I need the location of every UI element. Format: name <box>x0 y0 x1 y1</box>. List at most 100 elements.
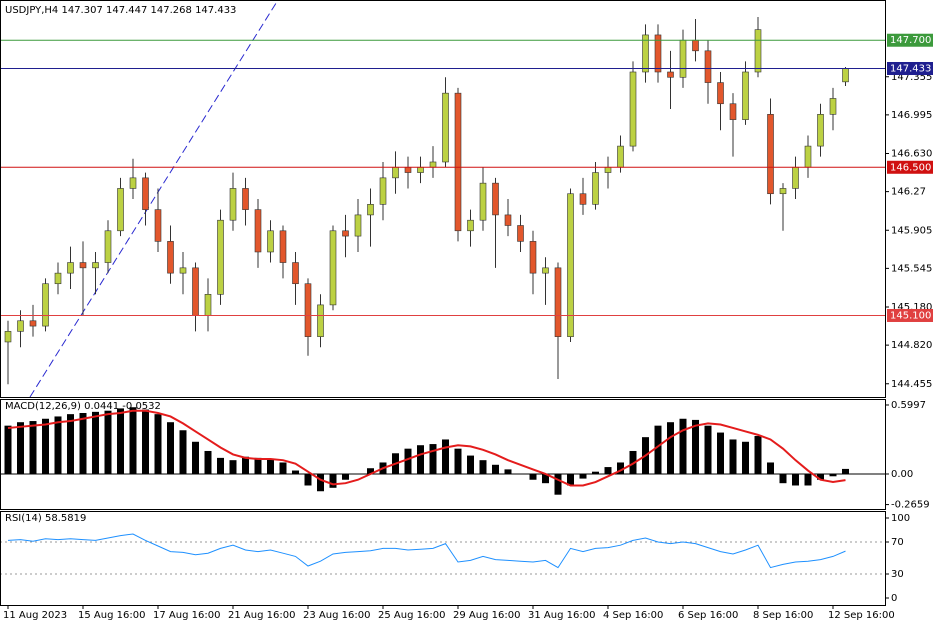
macd-bar <box>454 448 462 474</box>
candle-body <box>717 82 724 105</box>
macd-bar <box>117 408 124 474</box>
y-tick-label: 0 <box>891 593 897 604</box>
macd-bar <box>217 457 224 474</box>
macd-bar <box>279 462 287 474</box>
macd-bar <box>92 411 99 474</box>
price-level-label: 147.700 <box>890 35 931 46</box>
macd-bar <box>442 439 449 474</box>
y-tick-label: 145.545 <box>891 263 932 274</box>
price-level-box <box>887 308 933 322</box>
macd-bar <box>142 409 149 474</box>
macd-bar <box>167 422 174 474</box>
x-tick-label: 17 Aug 16:00 <box>153 610 220 621</box>
price-level-label: 146.500 <box>890 162 931 173</box>
trend-line <box>29 0 279 398</box>
x-tick-label: 11 Aug 2023 <box>3 610 67 621</box>
macd-bar <box>229 460 237 474</box>
y-tick-label: 144.820 <box>891 340 932 351</box>
candle-body <box>767 114 774 195</box>
macd-bar <box>529 473 537 480</box>
candle-body <box>504 214 512 226</box>
macd-panel-frame <box>0 399 886 510</box>
macd-bar <box>517 473 524 475</box>
macd-bar <box>717 432 724 474</box>
candle-body <box>642 34 649 73</box>
macd-bar <box>754 436 762 474</box>
macd-title: MACD(12,26,9) 0.0441 -0.0532 <box>5 401 161 412</box>
candle-body <box>542 267 549 274</box>
macd-bar <box>479 460 487 474</box>
candle-body <box>4 331 12 343</box>
candle-body <box>804 145 812 168</box>
macd-bar <box>792 473 799 486</box>
candle-body <box>729 103 737 120</box>
y-tick-label: 30 <box>891 569 904 580</box>
signal-line <box>7 409 846 487</box>
macd-bar <box>29 421 37 474</box>
candle-body <box>117 188 124 232</box>
x-tick-label: 21 Aug 16:00 <box>228 610 295 621</box>
candle-body <box>354 214 362 237</box>
macd-bar <box>604 467 612 474</box>
candle-body <box>467 219 474 232</box>
macd-bar <box>554 473 562 495</box>
y-tick-label: 0.00 <box>891 469 913 480</box>
candle-body <box>454 92 462 232</box>
x-tick-label: 29 Aug 16:00 <box>453 610 520 621</box>
candle-body <box>167 241 174 274</box>
macd-bar <box>767 462 774 474</box>
macd-bar <box>592 471 599 474</box>
y-tick-label: 146.995 <box>891 110 932 121</box>
candle-body <box>79 262 87 269</box>
macd-bar <box>704 425 712 474</box>
price-level-label: 145.100 <box>890 310 931 321</box>
y-tick-label: 144.455 <box>891 379 932 390</box>
macd-bar <box>617 462 624 474</box>
macd-bar <box>779 473 787 484</box>
macd-bar <box>292 470 299 474</box>
macd-bar <box>429 444 437 474</box>
candle-body <box>579 193 587 205</box>
candle-body <box>104 230 112 263</box>
y-tick-label: 0.5997 <box>891 400 926 411</box>
candle-body <box>17 320 24 332</box>
candle-body <box>317 304 324 337</box>
macd-bar <box>67 414 74 474</box>
x-tick-label: 8 Sep 16:00 <box>753 610 813 621</box>
candle-body <box>379 177 387 205</box>
candle-body <box>667 71 674 78</box>
price-panel-frame <box>0 0 886 398</box>
x-tick-label: 4 Sep 16:00 <box>603 610 663 621</box>
macd-bar <box>154 414 162 474</box>
candle-body <box>842 68 849 83</box>
x-tick-label: 15 Aug 16:00 <box>78 610 145 621</box>
macd-bar <box>342 473 349 480</box>
candle-body <box>792 166 799 189</box>
candle-body <box>704 50 712 83</box>
candle-body <box>442 92 449 163</box>
macd-bar <box>254 457 262 474</box>
candle-body <box>754 29 762 73</box>
price-level-label: 147.433 <box>890 63 931 74</box>
candle-body <box>279 230 287 263</box>
macd-bar <box>304 473 312 486</box>
candle-body <box>204 294 212 316</box>
macd-bar <box>829 473 837 477</box>
y-tick-label: 146.27 <box>891 187 926 198</box>
macd-bar <box>192 441 199 474</box>
macd-bar <box>504 469 512 474</box>
candle-body <box>304 283 312 337</box>
candle-body <box>779 188 787 195</box>
candle-body <box>567 193 574 337</box>
candle-body <box>142 177 149 210</box>
y-tick-label: 145.180 <box>891 302 932 313</box>
x-tick-label: 6 Sep 16:00 <box>678 610 738 621</box>
candle-body <box>242 188 249 210</box>
macd-bar <box>729 439 737 474</box>
candle-body <box>404 166 412 173</box>
candle-body <box>517 225 524 242</box>
candle-body <box>817 114 824 147</box>
macd-bar <box>179 430 187 474</box>
